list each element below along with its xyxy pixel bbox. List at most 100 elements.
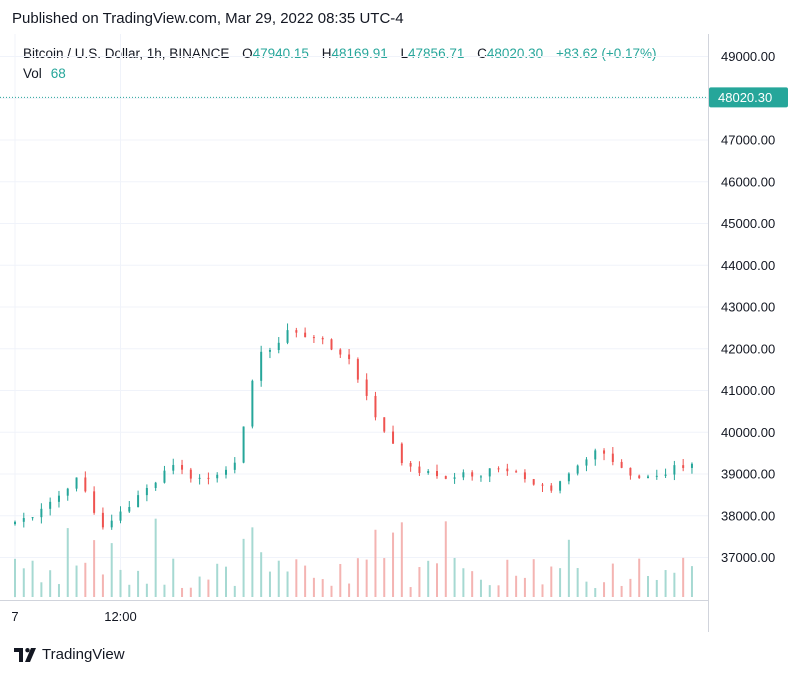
volume-bar: [101, 574, 104, 597]
time-tick-label: 12:00: [104, 609, 137, 624]
candle-body: [365, 379, 368, 396]
candle-body: [515, 471, 518, 473]
candle-body: [453, 477, 456, 479]
volume-bar: [268, 571, 271, 597]
volume-bar: [119, 569, 122, 597]
candle-body: [137, 495, 140, 507]
volume-bar: [163, 584, 166, 597]
price-tick-label: 37000.00: [721, 550, 775, 565]
candle-body: [541, 484, 544, 486]
candle-body: [400, 443, 403, 464]
candle-body: [304, 332, 307, 338]
candle-body: [506, 468, 509, 472]
volume-bar: [40, 582, 43, 597]
candle-body: [348, 354, 351, 360]
candle-body: [471, 472, 474, 477]
price-axis[interactable]: 37000.00 38000.00 39000.00 40000.00 41000.00…: [721, 49, 775, 565]
grid-lines: [0, 34, 708, 598]
tradingview-brand[interactable]: TradingView: [14, 646, 125, 663]
volume-bar: [348, 583, 351, 597]
symbol-title[interactable]: Bitcoin / U.S. Dollar, 1h, BINANCE: [23, 46, 230, 61]
volume-bar: [75, 565, 78, 597]
candle-body: [594, 450, 597, 460]
price-tick-label: 39000.00: [721, 467, 775, 482]
price-tick-label: 40000.00: [721, 425, 775, 440]
volume-bar: [181, 587, 184, 597]
candle-body: [49, 501, 52, 509]
change-value: +83.62 (+0.17%): [555, 46, 657, 61]
volume-bar: [365, 559, 368, 597]
close-label: C: [477, 46, 487, 61]
volume-bar: [515, 575, 518, 597]
volume-bar: [154, 518, 157, 597]
candle-body: [110, 520, 113, 528]
candle-body: [409, 463, 412, 467]
volume-bar: [409, 587, 412, 597]
candle-body: [251, 380, 254, 427]
price-tick-label: 41000.00: [721, 383, 775, 398]
volume-row: Vol 68: [23, 64, 657, 84]
volume-bar: [567, 539, 570, 597]
candle-body: [462, 472, 465, 478]
candle-body: [312, 337, 315, 339]
volume-bar: [189, 587, 192, 597]
candle-body: [14, 521, 16, 525]
volume-bar: [31, 560, 34, 597]
volume-bars: [14, 518, 693, 597]
volume-bar: [594, 588, 597, 597]
volume-bar: [541, 584, 544, 597]
candle-body: [611, 453, 614, 462]
volume-bar: [128, 584, 131, 597]
candle-body: [31, 517, 34, 519]
volume-bar: [559, 568, 562, 597]
volume-bar: [312, 577, 315, 597]
volume-bar: [497, 585, 500, 597]
volume-bar: [664, 570, 667, 597]
volume-bar: [576, 568, 579, 597]
price-tick-label: 43000.00: [721, 300, 775, 315]
candle-body: [523, 472, 526, 480]
candle-body: [682, 465, 685, 468]
volume-bar: [638, 558, 641, 597]
volume-bar: [304, 565, 307, 597]
candle-body: [216, 474, 219, 479]
volume-bar: [207, 579, 210, 597]
candle-body: [444, 476, 447, 479]
volume-bar: [383, 558, 386, 597]
volume-bar: [523, 577, 526, 597]
candle-body: [488, 468, 491, 477]
candle-body: [664, 474, 667, 476]
volume-bar: [110, 543, 113, 597]
volume-bar: [655, 579, 658, 597]
candle-body: [374, 395, 377, 418]
volume-bar: [488, 585, 491, 597]
candle-body: [75, 477, 78, 489]
candle-body: [647, 476, 649, 479]
low-value: 47856.71: [408, 46, 465, 61]
time-axis[interactable]: 712:001412:002112:0028: [11, 609, 803, 624]
candle-body: [295, 330, 298, 333]
close-value: 48020.30: [486, 46, 544, 61]
volume-bar: [629, 578, 632, 597]
published-caption: Published on TradingView.com, Mar 29, 20…: [12, 10, 404, 27]
volume-bar: [550, 566, 553, 597]
candle-body: [479, 476, 482, 478]
candle-body: [163, 470, 166, 483]
candle-body: [383, 417, 386, 432]
open-label: O: [242, 46, 253, 61]
candle-body: [207, 477, 210, 479]
volume-bar: [225, 566, 227, 597]
candle-body: [673, 465, 676, 475]
volume-bar: [233, 585, 236, 597]
candle-body: [40, 508, 43, 518]
candle-body: [550, 485, 553, 491]
candle-body: [339, 349, 342, 355]
candle-body: [576, 465, 579, 474]
candle-body: [84, 477, 87, 492]
candle-body: [330, 339, 333, 350]
volume-bar: [330, 585, 333, 597]
candle-body: [172, 464, 175, 471]
volume-bar: [216, 563, 219, 597]
volume-bar: [339, 563, 342, 597]
